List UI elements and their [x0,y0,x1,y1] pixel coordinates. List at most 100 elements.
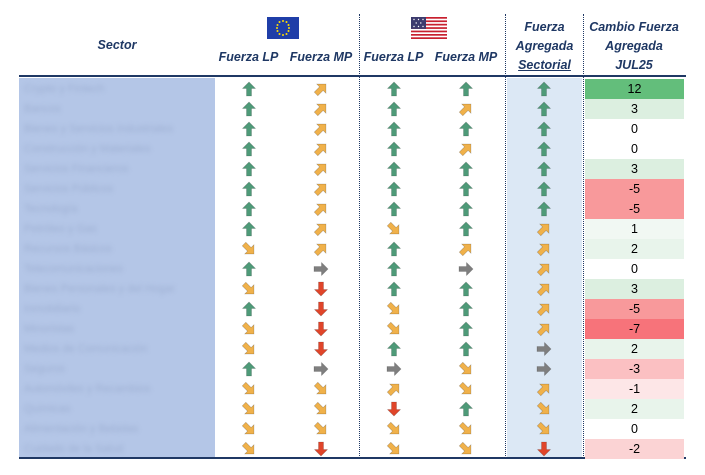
arrow-up-right-icon [536,323,550,337]
header-us-mp: Fuerza MP [434,50,498,64]
arrow-down-right-icon [458,421,472,435]
arrow-down-icon [313,341,329,357]
arrow-down-right-icon [458,361,472,375]
arrow-up-icon [458,301,474,317]
arrow-up-right-icon [536,223,550,237]
arrow-down-right-icon [458,441,472,455]
sector-name: Químicas [24,403,71,415]
arrow-up-icon [458,121,474,137]
arrow-up-icon [386,241,402,257]
arrow-up-right-icon [313,203,327,217]
arrow-up-right-icon [313,123,327,137]
arrow-down-right-icon [241,321,255,335]
header-change-line1: Cambio Fuerza [589,20,679,34]
change-value-cell: 3 [585,279,684,299]
arrow-up-right-icon [536,383,550,397]
change-value-cell: -1 [585,379,684,399]
sector-name: Tecnología [24,203,78,215]
arrow-right-icon [386,361,402,377]
arrow-up-icon [536,161,552,177]
arrow-down-right-icon [241,401,255,415]
change-value-cell: 0 [585,419,684,439]
arrow-up-right-icon [536,303,550,317]
arrow-up-icon [241,101,257,117]
arrow-up-icon [458,161,474,177]
arrow-up-icon [536,201,552,217]
arrow-down-right-icon [313,421,327,435]
header-sector: Sector [97,38,137,52]
change-value-cell: 3 [585,159,684,179]
sector-name: Alimentación y Bebidas [24,423,139,435]
arrow-up-icon [386,141,402,157]
header-change-line3: JUL25 [615,58,653,72]
sector-name: Petróleo y Gas [24,223,97,235]
header-us-lp: Fuerza LP [363,50,424,64]
flag-us-icon [411,17,447,39]
arrow-up-icon [536,81,552,97]
header-aggregate: Fuerza Agregada Sectorial [507,18,582,75]
change-value-cell: 0 [585,119,684,139]
arrow-down-right-icon [241,281,255,295]
arrow-up-icon [458,321,474,337]
arrow-up-icon [386,81,402,97]
arrow-up-icon [241,181,257,197]
arrow-up-icon [386,201,402,217]
arrow-up-right-icon [536,243,550,257]
change-value-cell: -5 [585,299,684,319]
sector-name: Servicios Públicos [24,183,114,195]
arrow-up-icon [458,221,474,237]
arrow-up-right-icon [313,183,327,197]
arrow-down-right-icon [458,381,472,395]
arrow-up-icon [386,261,402,277]
change-value-cell: 3 [585,99,684,119]
sector-name: Servicios Financieros [24,163,129,175]
sector-name: Medios de Comunicación [24,343,148,355]
sector-name: Automóviles y Recambios [24,383,151,395]
arrow-down-icon [313,281,329,297]
sector-name: Bancos [24,103,61,115]
arrow-up-icon [241,221,257,237]
arrow-up-icon [241,301,257,317]
arrow-down-icon [386,401,402,417]
arrow-down-right-icon [536,421,550,435]
arrow-up-right-icon [313,143,327,157]
arrow-down-right-icon [536,401,550,415]
arrow-up-right-icon [313,243,327,257]
arrow-down-icon [313,441,329,457]
change-value-cell: -3 [585,359,684,379]
divider-us-aggregate [505,14,506,458]
arrow-up-icon [386,121,402,137]
arrow-up-right-icon [313,83,327,97]
arrow-right-icon [313,361,329,377]
arrow-up-icon [241,161,257,177]
arrow-down-right-icon [386,301,400,315]
header-change: Cambio Fuerza Agregada JUL25 [583,18,685,75]
arrow-up-icon [241,201,257,217]
arrow-up-icon [536,121,552,137]
change-value-cell: -7 [585,319,684,339]
arrow-up-icon [386,161,402,177]
sector-name: Crypto y Fintech [24,83,105,95]
arrow-down-right-icon [241,341,255,355]
arrow-up-icon [386,181,402,197]
divider-aggregate-change [583,14,584,458]
arrow-down-right-icon [386,441,400,455]
arrow-up-right-icon [313,223,327,237]
arrow-up-icon [386,101,402,117]
header-aggregate-line2: Agregada [515,39,574,53]
arrow-up-icon [241,261,257,277]
divider-eu-us [359,14,360,458]
arrow-up-icon [458,181,474,197]
sector-column-background [19,78,215,458]
arrow-up-icon [458,201,474,217]
change-value-cell: 1 [585,219,684,239]
arrow-up-right-icon [313,103,327,117]
arrow-up-icon [458,401,474,417]
change-value-cell: -2 [585,439,684,459]
arrow-up-right-icon [458,243,472,257]
arrow-down-right-icon [241,241,255,255]
arrow-down-icon [313,301,329,317]
arrow-up-icon [536,101,552,117]
arrow-up-right-icon [313,163,327,177]
arrow-up-icon [536,141,552,157]
